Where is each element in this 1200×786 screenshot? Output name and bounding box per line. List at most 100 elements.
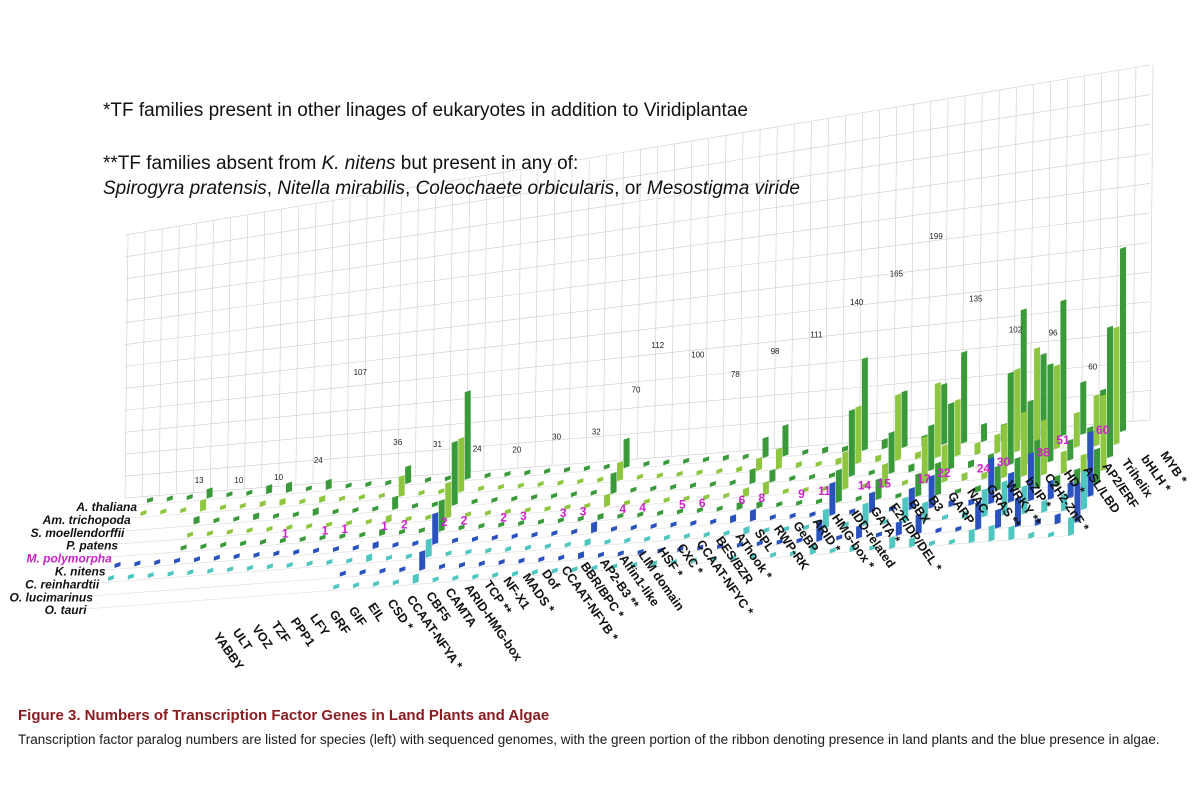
ribbon-segment bbox=[783, 525, 790, 532]
ribbon-segment bbox=[630, 524, 637, 531]
ribbon-segment bbox=[431, 501, 438, 508]
ribbon-segment bbox=[451, 440, 458, 506]
value-label: 78 bbox=[731, 370, 740, 379]
ribbon-segment bbox=[332, 508, 339, 515]
ribbon-segment bbox=[1014, 456, 1021, 490]
ribbon bbox=[167, 487, 213, 577]
ribbon-segment bbox=[650, 522, 657, 529]
ribbon-segment bbox=[484, 509, 491, 516]
ribbon-segment bbox=[597, 512, 604, 521]
ribbon-segment bbox=[167, 570, 174, 577]
ribbon-segment bbox=[525, 544, 531, 551]
ribbon-segment bbox=[1001, 480, 1008, 516]
ribbon-segment bbox=[974, 485, 981, 493]
ribbon bbox=[730, 423, 789, 561]
ribbon-segment bbox=[452, 537, 459, 544]
ribbon-segment bbox=[895, 520, 902, 537]
ribbon-segment bbox=[1014, 368, 1021, 453]
ribbon-segment bbox=[869, 544, 876, 551]
ribbon bbox=[353, 464, 412, 589]
back-wall-grid bbox=[124, 64, 1154, 499]
ribbon bbox=[670, 454, 729, 565]
ribbon-segment bbox=[166, 495, 173, 502]
ribbon-segment bbox=[736, 541, 743, 548]
ribbon-segment bbox=[617, 461, 624, 482]
ribbon bbox=[207, 489, 253, 574]
ribbon-segment bbox=[610, 471, 617, 495]
ribbon-segment bbox=[557, 479, 564, 486]
ribbon-segment bbox=[657, 509, 664, 516]
ribbon-segment bbox=[929, 540, 935, 547]
ribbon-segment bbox=[578, 551, 585, 560]
ribbon-segment bbox=[703, 456, 709, 463]
ribbon-segment bbox=[345, 520, 352, 527]
ribbon-segment bbox=[723, 492, 730, 499]
ribbon-segment bbox=[775, 447, 782, 470]
ribbon-segment bbox=[1060, 450, 1067, 474]
note-absent-knitens: **TF families absent from K. nitens but … bbox=[103, 152, 578, 175]
ribbon-segment bbox=[492, 572, 499, 579]
ribbon-segment bbox=[915, 472, 922, 498]
ribbon-segment bbox=[379, 527, 386, 537]
ribbon-segment bbox=[1107, 325, 1113, 458]
ribbon-segment bbox=[240, 540, 247, 547]
ribbon-segment bbox=[293, 548, 300, 555]
ribbon-segment bbox=[630, 486, 637, 493]
ribbon-segment bbox=[1100, 394, 1107, 471]
ribbon-segment bbox=[246, 489, 253, 496]
ribbon-segment bbox=[889, 536, 896, 550]
ribbon-segment bbox=[386, 554, 392, 561]
ribbon-segment bbox=[829, 547, 836, 554]
ribbon-segment bbox=[762, 480, 769, 496]
ribbon-segment bbox=[564, 541, 571, 548]
ribbon-segment bbox=[213, 554, 220, 561]
ribbon-segment bbox=[531, 531, 538, 538]
ribbon-segment bbox=[557, 517, 564, 524]
ribbon-segment bbox=[631, 561, 638, 568]
ribbon-segment bbox=[226, 491, 233, 498]
ribbon-segment bbox=[948, 402, 955, 470]
highlight-label: 4 bbox=[639, 500, 646, 514]
ribbon-segment bbox=[1047, 363, 1054, 463]
ribbon-segment bbox=[795, 461, 802, 469]
ribbon-segment bbox=[643, 498, 650, 505]
ribbon-segment bbox=[432, 576, 439, 583]
species-label: C. reinhardtii bbox=[25, 577, 100, 591]
species-label: K. nitens bbox=[55, 565, 106, 579]
ribbon-segment bbox=[1060, 299, 1067, 437]
value-label: 31 bbox=[433, 440, 442, 449]
ribbon-segment bbox=[332, 546, 339, 553]
ribbon bbox=[651, 456, 709, 567]
ribbon-segment bbox=[677, 545, 684, 552]
ribbon-segment bbox=[909, 536, 916, 548]
ribbon bbox=[750, 448, 809, 560]
wall-grid-hline bbox=[124, 212, 1151, 345]
ribbon-segment bbox=[723, 530, 730, 537]
ribbon-segment bbox=[345, 482, 352, 489]
figure-caption-title: Figure 3. Numbers of Transcription Facto… bbox=[18, 707, 550, 724]
ribbon-segment bbox=[915, 513, 922, 535]
wall-grid-vline bbox=[1149, 64, 1154, 421]
ribbon bbox=[472, 469, 531, 580]
ribbon-segment bbox=[226, 528, 233, 535]
ribbon-segment bbox=[941, 444, 948, 483]
ribbon-segment bbox=[988, 457, 995, 505]
ribbon-segment bbox=[591, 521, 598, 534]
ribbon-segment bbox=[822, 508, 829, 529]
floor-grid-line bbox=[117, 469, 1109, 545]
ribbon-segment bbox=[1034, 439, 1041, 489]
ribbon-segment bbox=[802, 448, 809, 456]
value-label: 32 bbox=[592, 427, 601, 436]
ribbon-segment bbox=[676, 470, 683, 477]
ribbon-segment bbox=[934, 382, 941, 459]
ribbon-segment bbox=[617, 550, 624, 557]
ribbons bbox=[108, 246, 1126, 590]
highlight-label: 3 bbox=[560, 506, 567, 520]
ribbon-segment bbox=[829, 472, 835, 479]
ribbon-segment bbox=[902, 496, 909, 524]
ribbon-segment bbox=[313, 547, 320, 554]
ribbon-segment bbox=[663, 496, 670, 503]
ribbon-segment bbox=[359, 569, 366, 576]
ribbon bbox=[968, 308, 1027, 544]
